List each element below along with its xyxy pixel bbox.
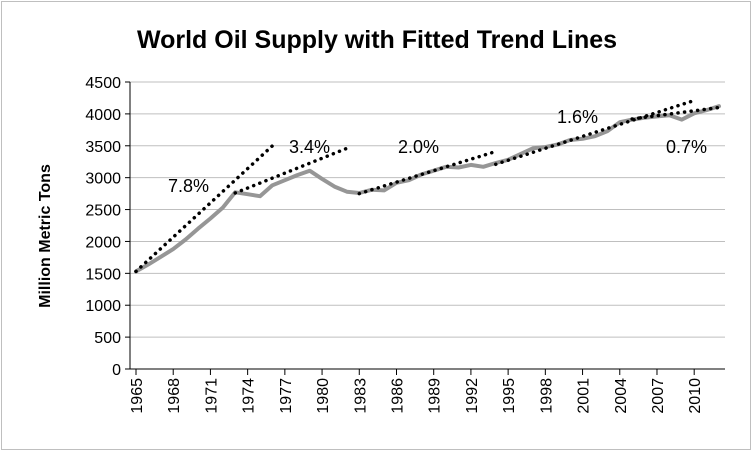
x-tick-label: 1977 bbox=[278, 378, 295, 414]
y-tick-label: 4000 bbox=[85, 107, 121, 124]
x-tick-label: 1986 bbox=[389, 378, 406, 414]
x-tick-label: 1995 bbox=[501, 378, 518, 414]
gridlines bbox=[130, 81, 725, 338]
x-tick-label: 1983 bbox=[352, 378, 369, 414]
x-tick-label: 1992 bbox=[464, 378, 481, 414]
y-tick-label: 2500 bbox=[85, 203, 121, 220]
y-tick-label: 3500 bbox=[85, 139, 121, 156]
y-tick-label: 3000 bbox=[85, 171, 121, 188]
trend-line-1-6pct bbox=[493, 98, 696, 167]
y-tick-label: 1500 bbox=[85, 266, 121, 283]
x-tick-label: 2007 bbox=[650, 378, 667, 414]
trend-labels: 7.8% 3.4% 2.0% 1.6% 0.7% bbox=[168, 107, 707, 196]
y-tick-label: 4500 bbox=[85, 75, 121, 92]
y-tick-label: 2000 bbox=[85, 234, 121, 251]
x-tick-label: 1974 bbox=[241, 378, 258, 414]
x-tick-label: 2001 bbox=[576, 378, 593, 414]
y-tick-label: 500 bbox=[94, 330, 121, 347]
trend-label: 0.7% bbox=[666, 137, 707, 157]
y-axis-label: Million Metric Tons bbox=[37, 164, 54, 308]
y-tick-label: 1000 bbox=[85, 298, 121, 315]
x-tick-label: 1968 bbox=[166, 378, 183, 414]
x-tick-label: 1965 bbox=[129, 378, 146, 414]
chart-title: World Oil Supply with Fitted Trend Lines bbox=[137, 26, 617, 54]
trend-label: 7.8% bbox=[168, 176, 209, 196]
x-tick-label: 1980 bbox=[315, 378, 332, 414]
trend-label: 2.0% bbox=[398, 137, 439, 157]
x-tick-label: 1971 bbox=[203, 378, 220, 414]
x-tick-label: 1989 bbox=[427, 378, 444, 414]
trend-line-2-0pct bbox=[357, 149, 498, 196]
trend-label: 3.4% bbox=[289, 137, 330, 157]
oil-supply-series-line bbox=[134, 104, 721, 274]
trend-line-7-8pct bbox=[134, 144, 275, 274]
trend-line-3-4pct bbox=[233, 146, 349, 195]
x-tick-label: 2010 bbox=[687, 378, 704, 414]
trend-label: 1.6% bbox=[557, 107, 598, 127]
y-tick-label: 0 bbox=[112, 362, 121, 379]
axes: 0 500 1000 1500 2000 2500 3000 3500 4000 4500 1965… bbox=[85, 75, 725, 414]
x-tick-label: 1998 bbox=[538, 378, 555, 414]
trend-line-0-7pct bbox=[630, 105, 721, 121]
trend-lines bbox=[134, 98, 721, 274]
x-tick-label: 2004 bbox=[613, 378, 630, 414]
series-layer bbox=[134, 104, 721, 274]
